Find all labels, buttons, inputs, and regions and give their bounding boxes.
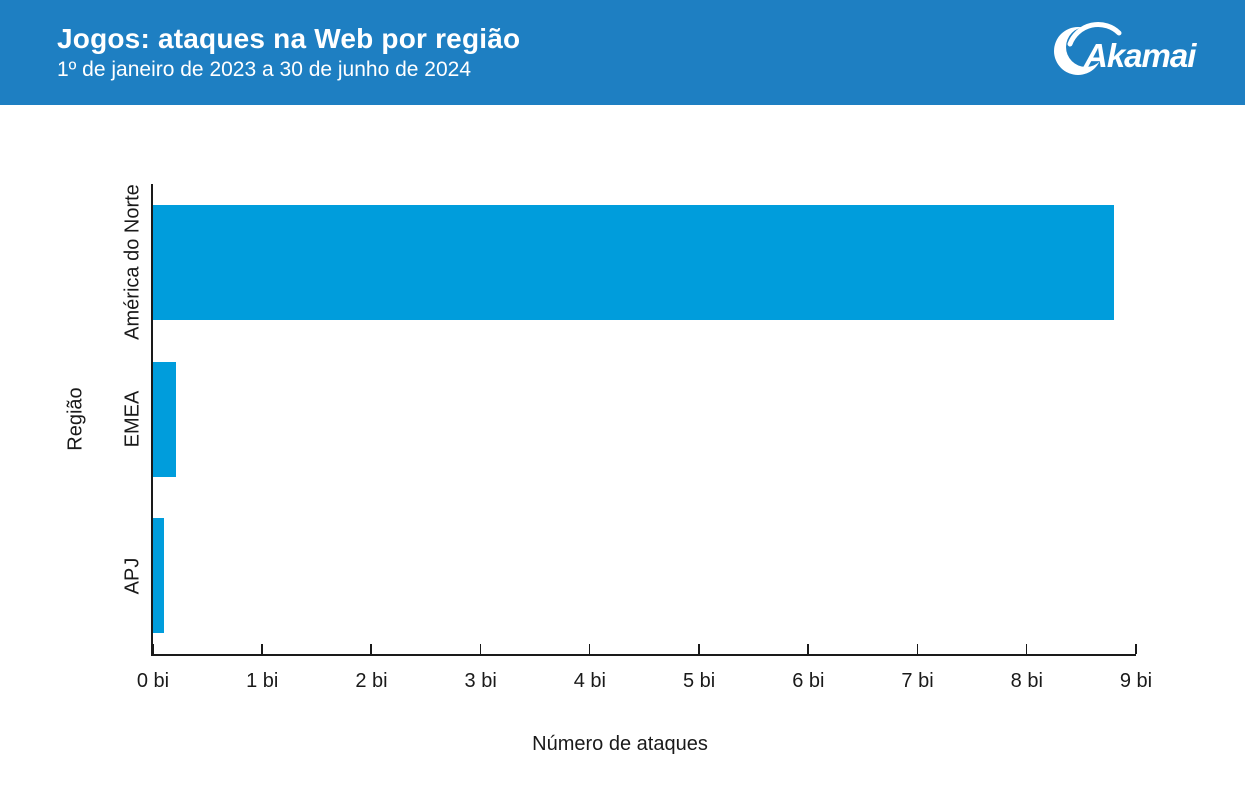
x-tick bbox=[479, 644, 482, 654]
x-tick-label: 0 bi bbox=[136, 670, 170, 692]
x-tick-label: 3 bi bbox=[464, 670, 497, 692]
x-tick bbox=[1025, 644, 1028, 654]
x-tick-label: 8 bi bbox=[1010, 670, 1043, 692]
x-tick-label: 1 bi bbox=[246, 670, 279, 692]
x-tick bbox=[698, 644, 700, 654]
x-tick-label: 6 bi bbox=[792, 670, 825, 692]
x-tick-label: 7 bi bbox=[901, 670, 934, 692]
page-title: Jogos: ataques na Web por região bbox=[57, 23, 521, 54]
x-tick bbox=[152, 644, 154, 654]
category-label-emea: EMEA bbox=[121, 390, 144, 448]
x-tick bbox=[916, 644, 919, 654]
y-axis-title: Região bbox=[64, 387, 87, 451]
bar-emea bbox=[153, 362, 176, 477]
x-tick bbox=[370, 644, 372, 654]
category-label-apj: APJ bbox=[121, 557, 144, 594]
akamai-logo: Akamai bbox=[1053, 20, 1205, 85]
category-label-america-do-norte: América do Norte bbox=[121, 184, 144, 341]
x-tick-label: 2 bi bbox=[355, 670, 388, 692]
header-titles: Jogos: ataques na Web por região 1º de j… bbox=[57, 23, 520, 82]
bar-apj bbox=[153, 518, 164, 633]
x-tick-label: 9 bi bbox=[1119, 670, 1153, 692]
bar-america-do-norte bbox=[153, 205, 1114, 320]
x-tick-label: 5 bi bbox=[682, 670, 716, 692]
akamai-logo-icon: Akamai bbox=[1054, 22, 1198, 75]
y-axis-line bbox=[151, 184, 153, 656]
x-axis-line bbox=[151, 654, 1136, 656]
x-axis-title: Número de ataques bbox=[532, 733, 708, 755]
header-banner: Jogos: ataques na Web por região 1º de j… bbox=[0, 0, 1245, 105]
x-tick bbox=[1135, 644, 1137, 654]
x-tick bbox=[807, 644, 809, 654]
page-subtitle: 1º de janeiro de 2023 a 30 de junho de 2… bbox=[57, 58, 472, 81]
svg-text:Akamai: Akamai bbox=[1083, 37, 1197, 74]
x-tick bbox=[261, 644, 263, 654]
x-tick bbox=[588, 644, 591, 654]
x-tick-label: 4 bi bbox=[573, 670, 606, 692]
